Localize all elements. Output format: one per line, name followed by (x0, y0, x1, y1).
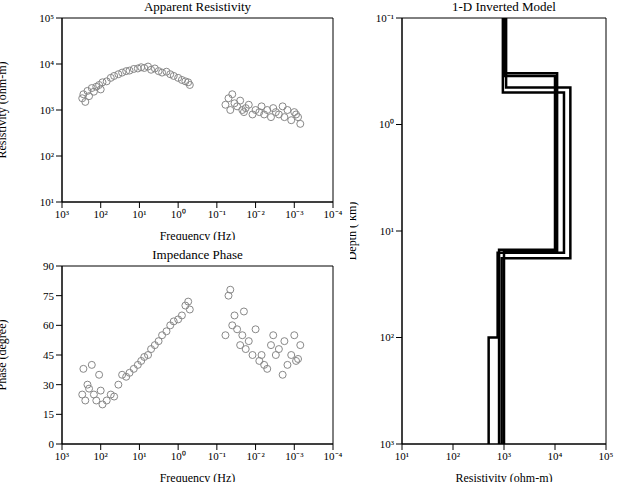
svg-text:10³: 10³ (40, 104, 55, 116)
svg-text:10³: 10³ (497, 450, 512, 462)
svg-text:10⁻¹: 10⁻¹ (208, 208, 226, 220)
svg-text:10²: 10² (40, 150, 55, 162)
html-text:Apparent Resistivity: Apparent Resistivity (143, 0, 252, 14)
html-text:1-D Inverted Model: 1-D Inverted Model (452, 0, 556, 14)
svg-text:10⁻²: 10⁻² (246, 450, 265, 462)
svg-text:10¹: 10¹ (132, 450, 146, 462)
svg-text:10²: 10² (94, 208, 109, 220)
svg-text:10⁻⁴: 10⁻⁴ (324, 208, 343, 220)
svg-text:90: 90 (43, 262, 55, 272)
svg-text:10¹: 10¹ (132, 208, 146, 220)
svg-text:10⁴: 10⁴ (548, 450, 563, 462)
svg-text:10⁻³: 10⁻³ (285, 450, 304, 462)
svg-text:10⁰: 10⁰ (379, 118, 394, 130)
svg-text:10²: 10² (380, 331, 395, 343)
html-text:Impedance Phase: Impedance Phase (152, 247, 243, 262)
svg-text:10⁻¹: 10⁻¹ (376, 14, 394, 24)
svg-text:10³: 10³ (380, 438, 395, 450)
svg-text:Resistivity (ohm-m): Resistivity (ohm-m) (456, 471, 553, 482)
svg-text:10⁻³: 10⁻³ (285, 208, 304, 220)
svg-text:Resistivity (ohm-m): Resistivity (ohm-m) (8, 62, 9, 159)
svg-text:15: 15 (43, 408, 55, 420)
svg-text:60: 60 (43, 319, 55, 331)
svg-text:10⁰: 10⁰ (171, 208, 186, 220)
svg-text:45: 45 (43, 349, 55, 361)
svg-text:75: 75 (43, 290, 55, 302)
svg-text:10²: 10² (94, 450, 109, 462)
svg-text:Frequency (Hz): Frequency (Hz) (160, 471, 236, 482)
svg-text:10¹: 10¹ (395, 450, 409, 462)
svg-text:10³: 10³ (55, 208, 70, 220)
svg-text:10¹: 10¹ (40, 196, 54, 208)
svg-text:10⁴: 10⁴ (39, 58, 54, 70)
svg-text:10⁻¹: 10⁻¹ (208, 450, 226, 462)
svg-text:10¹: 10¹ (380, 225, 394, 237)
svg-text:10⁻²: 10⁻² (246, 208, 265, 220)
svg-text:30: 30 (43, 379, 55, 391)
svg-text:Frequency (Hz): Frequency (Hz) (160, 229, 236, 240)
svg-text:Depth ( km): Depth ( km) (350, 202, 359, 261)
svg-text:10²: 10² (446, 450, 461, 462)
svg-text:10⁰: 10⁰ (171, 450, 186, 462)
svg-text:Phase (degree): Phase (degree) (8, 320, 9, 391)
svg-text:10⁵: 10⁵ (599, 450, 610, 462)
svg-text:10³: 10³ (55, 450, 70, 462)
svg-text:0: 0 (49, 438, 55, 450)
svg-text:10⁵: 10⁵ (39, 14, 54, 24)
svg-text:10⁻⁴: 10⁻⁴ (324, 450, 343, 462)
